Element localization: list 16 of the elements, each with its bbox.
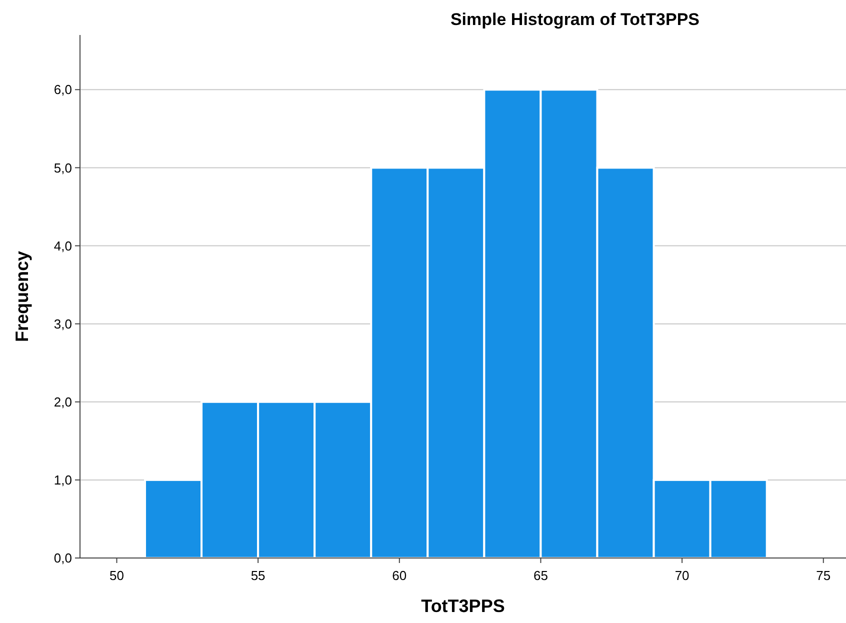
y-tick-label: 1,0 (54, 472, 72, 488)
y-tick-label: 3,0 (54, 316, 72, 332)
y-tick-label: 0,0 (54, 550, 72, 566)
y-axis-title: Frequency (12, 250, 32, 342)
y-tick-label: 5,0 (54, 160, 72, 176)
x-tick-label: 50 (110, 568, 124, 583)
y-tick-label: 4,0 (54, 238, 72, 254)
chart-title: Simple Histogram of TotT3PPS (450, 10, 700, 29)
x-tick-label: 70 (674, 568, 690, 583)
y-tick-label: 2,0 (54, 394, 72, 410)
y-tick-label: 6,0 (54, 82, 72, 98)
x-tick-label: 65 (533, 568, 548, 583)
x-axis-title: TotT3PPS (421, 596, 505, 616)
x-tick-label: 55 (250, 568, 266, 583)
x-tick-label: 75 (816, 568, 831, 583)
x-tick-label: 60 (392, 568, 407, 583)
